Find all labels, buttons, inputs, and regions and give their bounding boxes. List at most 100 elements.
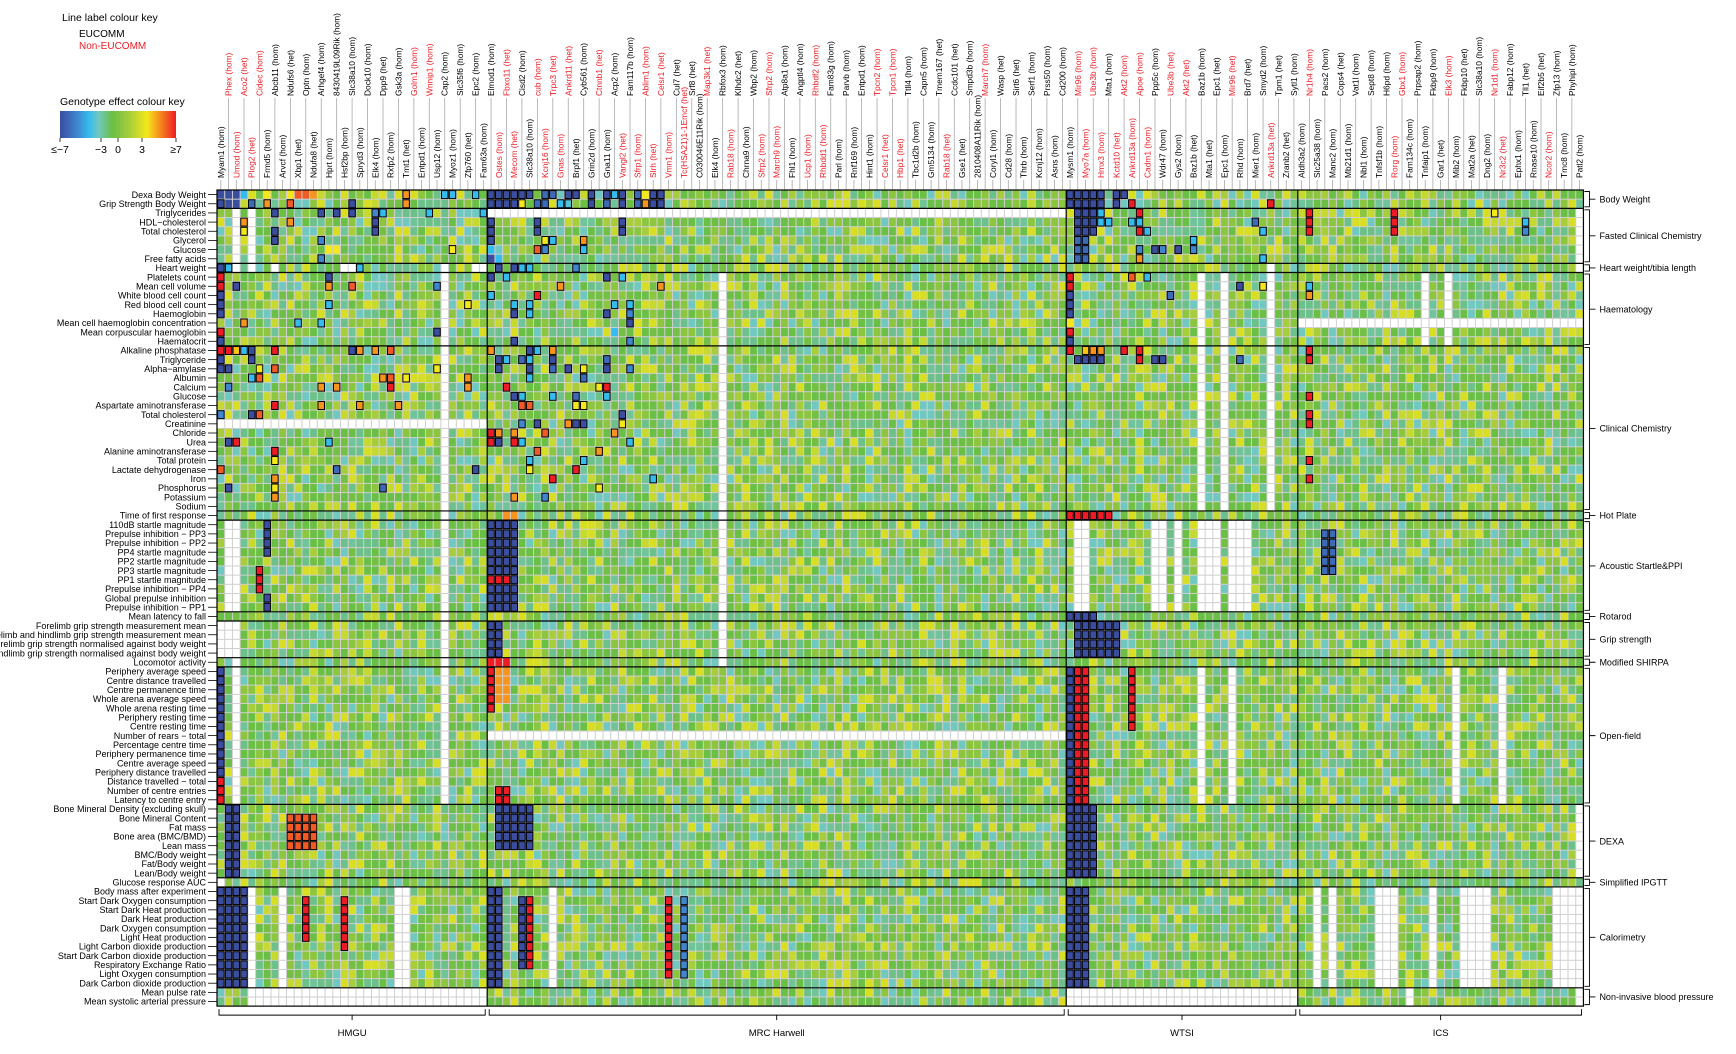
column-label: Spryd3 (hom) [355, 127, 365, 178]
heatmap-cell [873, 383, 881, 392]
heatmap-cell [1429, 364, 1437, 373]
heatmap-cell [742, 236, 750, 245]
heatmap-cell [665, 346, 672, 355]
heatmap-cell [974, 346, 981, 355]
heatmap-cell [341, 227, 348, 236]
heatmap-cell [935, 383, 943, 392]
heatmap-cell [294, 208, 302, 218]
heatmap-cell [788, 438, 796, 447]
heatmap-cell [881, 190, 889, 199]
heatmap-cell-missing [618, 208, 626, 218]
heatmap-cell [1390, 337, 1398, 346]
heatmap-cell [865, 300, 873, 309]
heatmap-cell [526, 383, 534, 392]
heatmap-cell [310, 337, 317, 346]
heatmap-cell [734, 218, 742, 227]
column-label: Slc38a10 (hom) [1474, 37, 1484, 96]
heatmap-cell [1282, 392, 1290, 401]
heatmap-cell [1082, 410, 1089, 419]
heatmap-cell [534, 383, 541, 392]
heatmap-cell [765, 438, 773, 447]
heatmap-cell [1004, 355, 1012, 364]
heatmap-cell [788, 309, 796, 318]
heatmap-cell [1537, 309, 1545, 318]
heatmap-cell [904, 300, 912, 309]
heatmap-cell [1089, 282, 1097, 291]
heatmap-cell [240, 355, 248, 364]
column-label: Ube3b (het) [1165, 52, 1175, 96]
heatmap-cell-missing [325, 419, 333, 428]
heatmap-cell [510, 273, 518, 282]
heatmap-cell [827, 190, 835, 199]
heatmap-cell [595, 346, 603, 355]
heatmap-cell [302, 401, 310, 410]
heatmap-cell [279, 309, 286, 318]
heatmap-cell [1313, 208, 1321, 218]
heatmap-cell [757, 263, 765, 273]
heatmap-cell [1051, 282, 1058, 291]
heatmap-cell [433, 227, 441, 236]
heatmap-cell [526, 337, 534, 346]
heatmap-cell [703, 236, 711, 245]
heatmap-cell [634, 282, 642, 291]
heatmap-cell [765, 428, 773, 438]
heatmap-cell [1483, 346, 1491, 355]
heatmap-cell [634, 401, 642, 410]
heatmap-cell [889, 218, 896, 227]
heatmap-cell [1522, 199, 1529, 208]
heatmap-cell [819, 410, 827, 419]
heatmap-cell [1267, 254, 1275, 263]
heatmap-cell [1321, 373, 1329, 383]
heatmap-cell [240, 383, 248, 392]
heatmap-cell-missing [1221, 318, 1228, 328]
heatmap-cell [549, 300, 557, 309]
heatmap-cell [1553, 410, 1560, 419]
heatmap-cell [1244, 364, 1251, 373]
heatmap-cell [1344, 309, 1352, 318]
heatmap-cell [781, 282, 788, 291]
heatmap-cell [364, 190, 371, 199]
heatmap-cell [796, 218, 804, 227]
heatmap-cell [418, 373, 425, 383]
heatmap-cell [1105, 291, 1113, 300]
heatmap-cell [950, 401, 958, 410]
heatmap-cell [927, 373, 935, 383]
heatmap-cell [688, 392, 696, 401]
heatmap-cell [1568, 383, 1576, 392]
heatmap-cell [1167, 419, 1174, 428]
heatmap-cell [696, 282, 703, 291]
heatmap-cell [889, 190, 896, 199]
heatmap-cell [279, 300, 286, 309]
heatmap-cell [1051, 263, 1058, 273]
heatmap-cell [1329, 263, 1336, 273]
heatmap-cell [449, 282, 456, 291]
heatmap-cell [665, 383, 672, 392]
heatmap-cell [672, 218, 680, 227]
heatmap-cell [912, 328, 920, 337]
heatmap-cell-missing [348, 263, 356, 273]
heatmap-cell-missing [827, 208, 835, 218]
heatmap-cell [1136, 300, 1143, 309]
heatmap-cell [286, 383, 294, 392]
heatmap-cell [456, 346, 464, 355]
heatmap-cell [1089, 419, 1097, 428]
heatmap-cell [804, 419, 811, 428]
heatmap-cell [672, 328, 680, 337]
heatmap-cell [1468, 309, 1475, 318]
heatmap-cell [920, 282, 927, 291]
heatmap-cell [1313, 309, 1321, 318]
heatmap-cell-missing [1221, 337, 1228, 346]
heatmap-cell [1174, 236, 1182, 245]
heatmap-cell [425, 428, 433, 438]
heatmap-cell [279, 199, 286, 208]
column-label: Tpcn2 (hom) [872, 48, 882, 96]
heatmap-cell [232, 190, 240, 199]
heatmap-cell [1390, 300, 1398, 309]
heatmap-cell [410, 300, 418, 309]
heatmap-cell [341, 328, 348, 337]
heatmap-cell [433, 383, 441, 392]
heatmap-cell [472, 254, 479, 263]
heatmap-cell [943, 346, 950, 355]
heatmap-cell [1491, 282, 1499, 291]
heatmap-cell [618, 346, 626, 355]
